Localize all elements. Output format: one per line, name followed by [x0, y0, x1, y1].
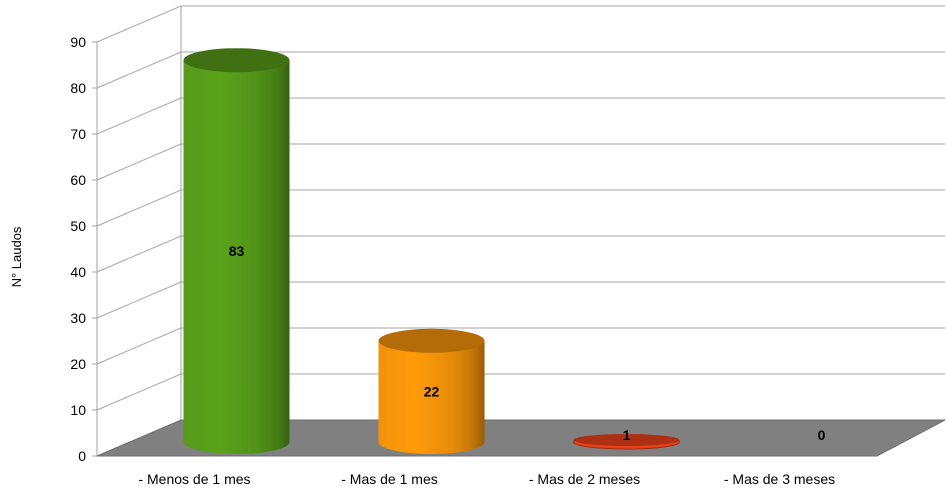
data-label: 1 [623, 427, 631, 443]
floor-plane [96, 419, 946, 457]
y-tick-label: 90 [70, 34, 86, 50]
gridlines [96, 5, 945, 411]
y-tick-label: 30 [70, 310, 86, 326]
x-tick-label: - Menos de 1 mes [138, 471, 250, 487]
gridline [96, 327, 945, 365]
gridline [96, 97, 945, 135]
x-tick-label: - Mas de 3 meses [724, 471, 835, 487]
x-tick-label: - Mas de 1 mes [341, 471, 437, 487]
bar-top [378, 328, 485, 353]
gridline [96, 373, 945, 411]
gridline [96, 235, 945, 273]
x-axis-ticks: - Menos de 1 mes - Mas de 1 mes - Mas de 2… [138, 471, 835, 487]
bar-top [573, 434, 680, 446]
y-tick-label: 70 [70, 126, 86, 142]
gridline [96, 143, 945, 181]
y-axis-label: N° Laudos [9, 226, 24, 287]
bar-top [183, 48, 290, 73]
chart-walls [96, 6, 182, 456]
gridline [96, 189, 945, 227]
bar [378, 340, 485, 455]
data-label: 83 [229, 243, 245, 259]
y-tick-label: 0 [78, 448, 86, 464]
gridline [96, 5, 945, 43]
data-label: 0 [818, 427, 826, 443]
y-tick-label: 60 [70, 172, 86, 188]
bar [183, 60, 290, 454]
data-labels: 83 22 1 0 [229, 243, 826, 443]
bars [183, 48, 680, 455]
y-axis-ticks: 0 10 20 30 40 50 60 70 80 90 [70, 34, 97, 464]
chart-floor [96, 419, 946, 457]
y-tick-label: 50 [70, 218, 86, 234]
data-label: 22 [424, 383, 440, 399]
y-tick-label: 20 [70, 356, 86, 372]
y-tick-label: 80 [70, 80, 86, 96]
y-tick-label: 10 [70, 402, 86, 418]
gridline [96, 281, 945, 319]
y-tick-label: 40 [70, 264, 86, 280]
x-tick-label: - Mas de 2 meses [529, 471, 640, 487]
gridline [96, 51, 945, 89]
